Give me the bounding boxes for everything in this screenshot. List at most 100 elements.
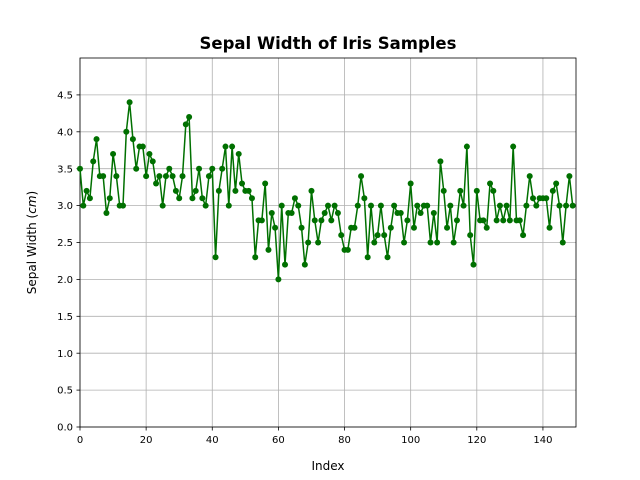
x-tick-label: 80 [338, 435, 351, 446]
data-point [126, 99, 133, 106]
series-layer [77, 99, 576, 283]
x-tick-label: 60 [272, 435, 285, 446]
data-point [239, 180, 246, 187]
axis-ticks: 0 20 40 60 80 100 120 140 0.0 0.5 1.0 1.5 2.0 2.5 3.0 3… [57, 91, 552, 447]
data-point [523, 202, 530, 209]
data-point [212, 254, 219, 261]
data-point [258, 217, 265, 224]
data-point [530, 195, 537, 202]
data-point [414, 202, 421, 209]
data-point [179, 173, 186, 180]
data-point [162, 173, 169, 180]
data-point [407, 180, 414, 187]
y-tick-label: 4.0 [57, 127, 73, 138]
data-point [123, 128, 130, 135]
data-point [427, 239, 434, 246]
data-point [215, 187, 222, 194]
data-point [467, 232, 474, 239]
data-point [483, 224, 490, 231]
y-tick-label: 2.5 [57, 238, 73, 249]
data-point [189, 195, 196, 202]
data-point [192, 187, 199, 194]
y-tick-label: 1.0 [57, 349, 73, 360]
data-point [367, 202, 374, 209]
data-point [563, 202, 570, 209]
data-point [377, 202, 384, 209]
data-point [265, 246, 272, 253]
data-point [202, 202, 209, 209]
data-point [301, 261, 308, 268]
data-point [119, 202, 126, 209]
data-point [447, 202, 454, 209]
data-point [401, 239, 408, 246]
data-point [450, 239, 457, 246]
data-point [533, 202, 540, 209]
data-point [278, 202, 285, 209]
data-point [166, 165, 173, 172]
data-point [80, 202, 87, 209]
data-point [500, 217, 507, 224]
data-point [318, 217, 325, 224]
data-point [444, 224, 451, 231]
data-point [176, 195, 183, 202]
data-point [222, 143, 229, 150]
data-point [463, 143, 470, 150]
y-axis-label: Sepal Width (cm) [25, 191, 39, 294]
data-point [232, 187, 239, 194]
data-point [133, 165, 140, 172]
y-tick-label: 2.0 [57, 275, 73, 286]
data-point [430, 209, 437, 216]
data-point [325, 202, 331, 209]
data-point [262, 180, 269, 187]
data-point [139, 143, 146, 150]
data-point [225, 202, 232, 209]
y-axis-label-unit: cm [25, 195, 39, 213]
data-point [404, 217, 411, 224]
data-point [288, 209, 295, 216]
data-point [553, 180, 560, 187]
data-point [331, 202, 338, 209]
data-point [480, 217, 487, 224]
plot-frame [79, 57, 577, 428]
data-point [384, 254, 391, 261]
data-point [311, 217, 318, 224]
data-point [153, 180, 160, 187]
data-point [268, 209, 275, 216]
data-point [129, 136, 136, 143]
data-point [77, 165, 83, 172]
data-point [559, 239, 566, 246]
data-point [549, 187, 556, 194]
x-tick-label: 120 [467, 435, 486, 446]
series-line [79, 101, 574, 281]
data-point [338, 232, 345, 239]
grid [79, 58, 576, 428]
y-tick-label: 0.5 [57, 386, 73, 397]
data-point [86, 195, 93, 202]
data-point [219, 165, 226, 172]
data-point [106, 195, 113, 202]
data-point [453, 217, 460, 224]
data-point [245, 187, 252, 194]
data-point [543, 195, 550, 202]
data-point [473, 187, 480, 194]
data-point [321, 209, 328, 216]
data-point [291, 195, 298, 202]
data-point [298, 224, 305, 231]
data-point [110, 150, 117, 157]
y-tick-label: 3.5 [57, 164, 73, 175]
data-point [506, 217, 513, 224]
data-point [387, 224, 394, 231]
data-point [90, 158, 97, 165]
y-axis-label-text: Sepal Width ( [25, 214, 39, 294]
data-point [417, 209, 424, 216]
data-point [487, 180, 494, 187]
data-point [159, 202, 166, 209]
data-point [566, 173, 573, 180]
data-point [457, 187, 464, 194]
data-point [143, 173, 150, 180]
data-point [344, 246, 351, 253]
data-point [410, 224, 417, 231]
x-tick-label: 0 [77, 435, 83, 446]
y-tick-label: 0.0 [57, 423, 73, 434]
